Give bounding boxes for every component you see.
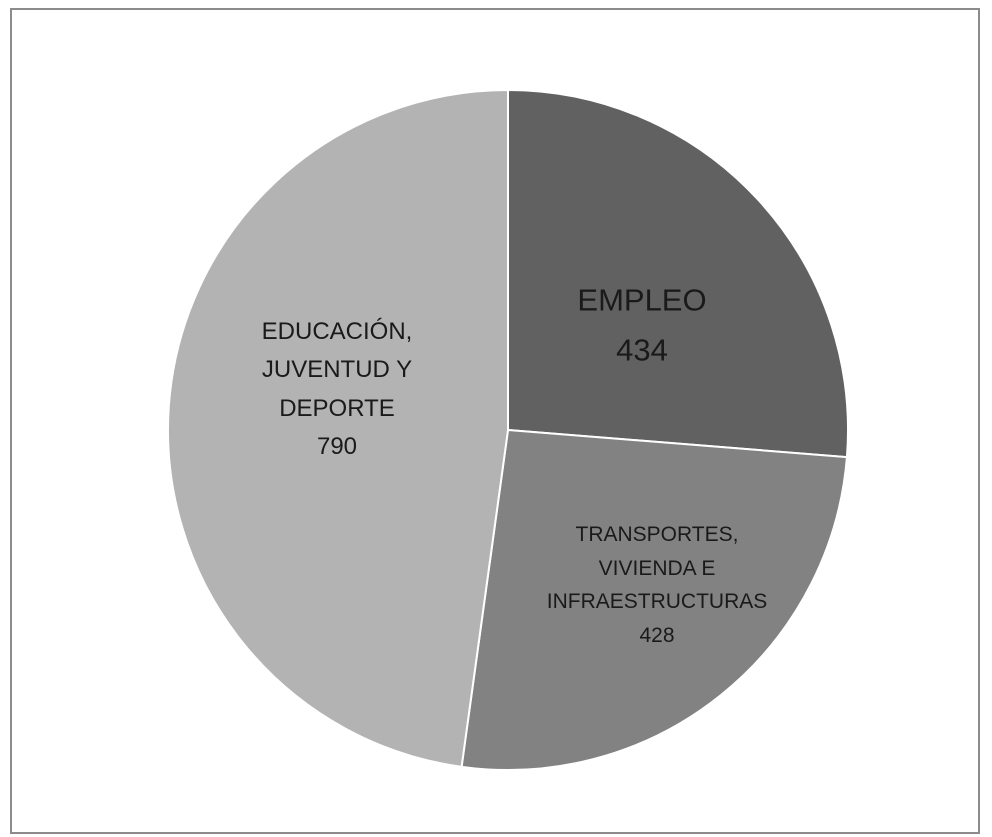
slice-label-0: EMPLEO 434 [577,275,706,374]
pie-slice-1 [460,428,848,771]
slice-label-1: TRANSPORTES, VIVIENDA E INFRAESTRUCTURAS… [547,518,768,652]
slice-category-2: EDUCACIÓN, JUVENTUD Y DEPORTE [261,318,413,422]
slice-label-2: EDUCACIÓN, JUVENTUD Y DEPORTE 790 [262,313,413,467]
slice-value-0: 434 [616,332,668,367]
pie-chart [166,88,849,771]
slice-category-1: TRANSPORTES, VIVIENDA E INFRAESTRUCTURAS [546,522,768,613]
slice-value-1: 428 [639,623,675,647]
chart-frame: EMPLEO 434 TRANSPORTES, VIVIENDA E INFRAES… [10,8,980,834]
pie-slice-0 [507,88,849,459]
slice-category-0: EMPLEO [577,282,707,318]
pie-slice-2 [166,88,509,768]
slice-value-2: 790 [316,433,358,461]
